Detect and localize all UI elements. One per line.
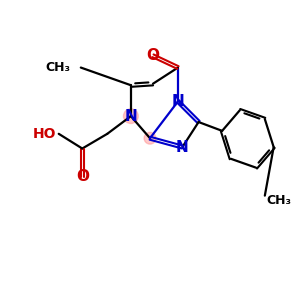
Text: N: N bbox=[176, 140, 189, 154]
Text: O: O bbox=[146, 48, 159, 63]
Text: HO: HO bbox=[32, 127, 56, 141]
Text: CH₃: CH₃ bbox=[46, 61, 70, 74]
Text: N: N bbox=[172, 94, 184, 109]
Text: O: O bbox=[76, 169, 89, 184]
Text: N: N bbox=[124, 109, 137, 124]
Text: CH₃: CH₃ bbox=[266, 194, 291, 207]
Circle shape bbox=[124, 109, 138, 124]
Circle shape bbox=[144, 132, 156, 144]
